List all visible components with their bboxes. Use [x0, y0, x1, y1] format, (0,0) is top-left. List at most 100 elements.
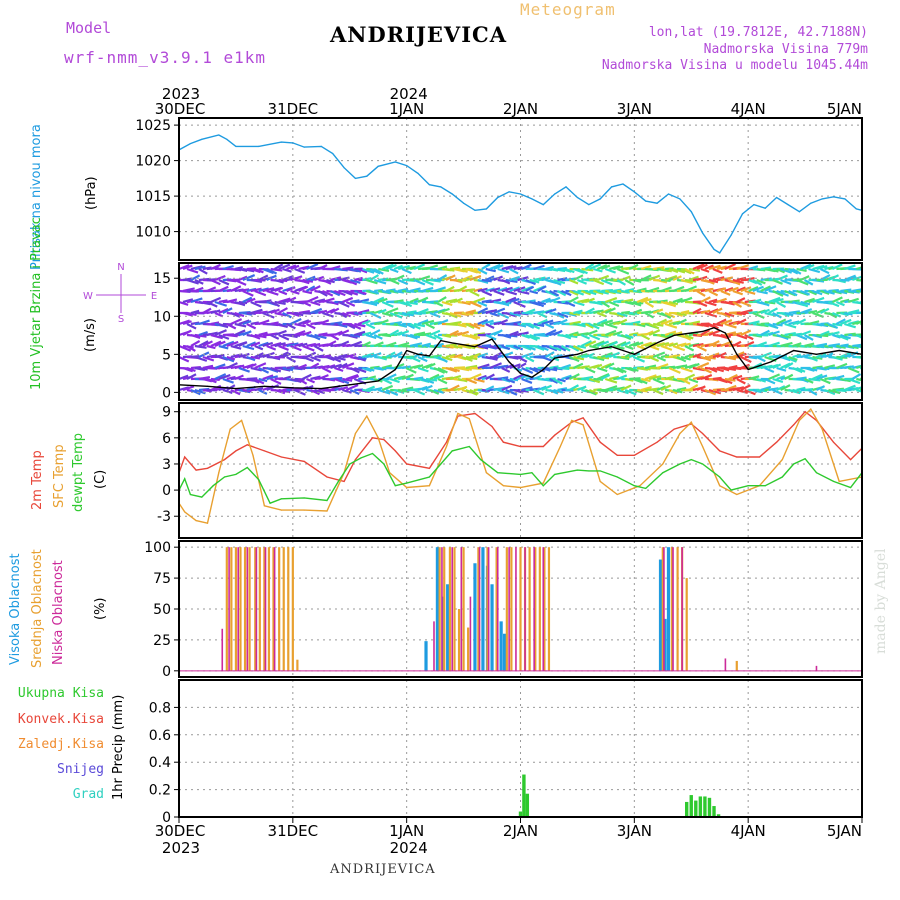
- wind-barb: [457, 322, 467, 328]
- wind-barb: [505, 377, 516, 384]
- wind-barb: [772, 377, 784, 384]
- year-label-top: 2024: [390, 85, 428, 103]
- wind-barb: [796, 300, 809, 308]
- wind-barb: [588, 388, 599, 395]
- wind-barb: [808, 267, 821, 274]
- wind-barb: [720, 276, 734, 282]
- wind-barb: [274, 329, 287, 337]
- wind-barb: [704, 388, 717, 396]
- wind-barb: [588, 333, 601, 341]
- bar-clouds: [441, 547, 443, 671]
- wind-barb: [206, 344, 216, 350]
- bar-clouds: [510, 547, 513, 671]
- bar-clouds: [533, 547, 535, 671]
- wind-barb: [684, 333, 694, 340]
- wind-barb: [509, 363, 521, 370]
- wind-barb: [708, 290, 719, 297]
- wind-barb: [672, 267, 686, 274]
- x-tick-label-bottom: 4JAN: [731, 822, 766, 840]
- wind-barb: [421, 342, 432, 348]
- data-point: [702, 330, 704, 333]
- wind-barb: [437, 265, 448, 271]
- bar-clouds: [272, 547, 275, 671]
- wind-barb: [358, 298, 370, 304]
- wind-barb: [477, 287, 488, 293]
- wind-barb: [577, 344, 587, 349]
- wind-barb: [378, 267, 390, 272]
- bar-clouds: [672, 547, 674, 671]
- wind-barb: [545, 344, 558, 352]
- wind-barb: [776, 375, 786, 381]
- wind-barb: [736, 264, 750, 271]
- wind-barb: [194, 286, 204, 293]
- bar-clouds: [451, 547, 453, 671]
- wind-barb: [724, 366, 737, 371]
- data-point: [440, 340, 442, 342]
- bar-precip: [694, 800, 698, 817]
- wind-barb: [577, 353, 588, 359]
- wind-barb: [724, 322, 737, 329]
- wind-barb: [592, 278, 605, 286]
- data-point: [776, 441, 778, 443]
- wind-barb: [688, 320, 701, 326]
- wind-barb: [441, 355, 453, 362]
- wind-barb: [214, 363, 226, 370]
- wind-barb: [242, 267, 255, 273]
- wind-barb: [505, 388, 518, 396]
- wind-barb: [342, 388, 352, 394]
- wind-barb: [680, 296, 693, 304]
- wind-barb: [290, 377, 302, 383]
- wind-barb: [477, 307, 489, 314]
- wind-barb: [796, 333, 808, 341]
- wind-barb: [596, 311, 607, 318]
- wind-barb: [720, 366, 730, 372]
- wind-barb: [521, 366, 534, 374]
- wind-barb: [660, 344, 673, 351]
- data-point: [793, 424, 795, 426]
- wind-barb: [381, 378, 393, 385]
- wind-barb: [760, 300, 770, 307]
- data-point: [673, 334, 675, 336]
- wind-barb: [330, 265, 341, 271]
- bar-clouds: [446, 584, 450, 671]
- data-point: [633, 191, 635, 193]
- wind-barb: [644, 312, 655, 319]
- data-point: [719, 476, 721, 478]
- wind-barb: [409, 323, 421, 330]
- wind-barb: [302, 373, 312, 380]
- wind-barb: [820, 377, 831, 385]
- wind-barb: [561, 289, 572, 297]
- y-tick-label: -3: [157, 509, 171, 525]
- wind-barb: [740, 356, 752, 363]
- wind-barb: [179, 300, 189, 306]
- wind-barb: [242, 274, 256, 282]
- wind-barb: [401, 373, 414, 381]
- wind-barb: [768, 330, 780, 337]
- wind-barb: [696, 290, 706, 297]
- wind-barb: [334, 366, 344, 372]
- wind-barb: [549, 296, 561, 304]
- wind-barb: [704, 287, 714, 293]
- bar-precip: [703, 796, 707, 817]
- wind-barb: [413, 263, 426, 271]
- bar-clouds: [254, 547, 257, 671]
- bar-clouds: [221, 628, 224, 671]
- wind-barb: [696, 263, 708, 271]
- wind-barb: [517, 289, 530, 295]
- data-point: [645, 487, 647, 489]
- wind-barb: [222, 355, 235, 363]
- wind-barb: [266, 384, 280, 392]
- wind-barb: [234, 364, 245, 370]
- bar-clouds: [234, 547, 238, 671]
- wind-barb: [421, 286, 434, 293]
- wind-barb: [358, 355, 367, 360]
- wind-barb: [656, 318, 667, 325]
- wind-barb: [704, 278, 715, 285]
- x-tick-label-bottom: 31DEC: [268, 822, 319, 840]
- wind-barb: [179, 264, 190, 271]
- wind-barb: [469, 274, 482, 282]
- wind-barb: [604, 362, 615, 369]
- wind-barb: [262, 374, 274, 381]
- wind-barb: [186, 345, 196, 352]
- wind-barb: [389, 267, 399, 274]
